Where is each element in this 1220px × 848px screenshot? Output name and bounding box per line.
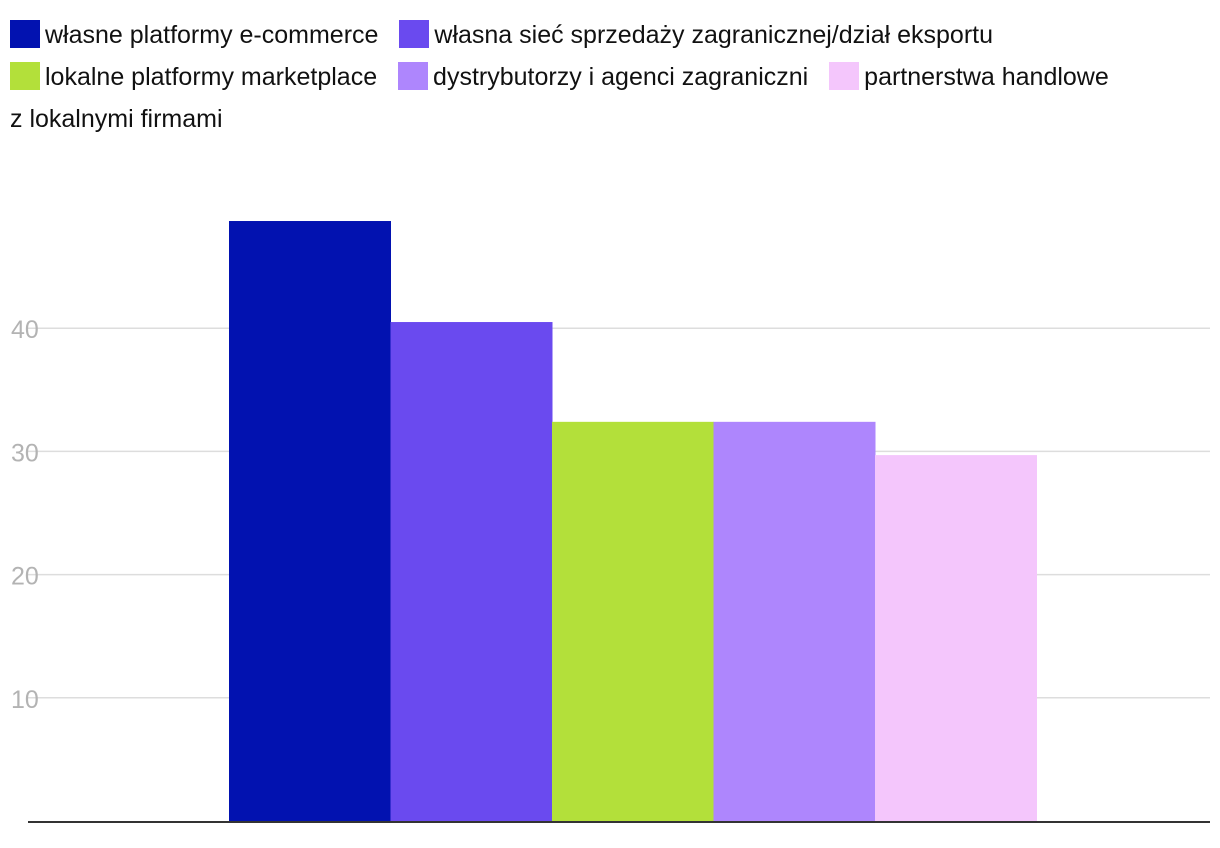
bar (229, 221, 391, 822)
legend-item: partnerstwa handlowe z lokalnymi firmami (10, 62, 1109, 133)
bar (552, 421, 714, 821)
legend-label: lokalne platformy marketplace (45, 63, 378, 91)
y-tick-label: 40 (11, 316, 39, 344)
y-tick-label: 30 (11, 439, 39, 467)
legend-item: dystrybutorzy i agenci zagraniczni (398, 62, 809, 91)
legend-swatch (10, 20, 40, 48)
legend-label: partnerstwa handlowe z lokalnymi firmami (10, 63, 1109, 133)
legend-label: dystrybutorzy i agenci zagraniczni (433, 63, 809, 91)
legend-swatch (398, 62, 429, 90)
legend-swatch (10, 62, 40, 90)
legend-label: własna sieć sprzedaży zagranicznej/dział… (434, 21, 993, 49)
chart-legend: własne platformy e-commerce własna sieć … (10, 14, 1115, 140)
y-tick-label: 20 (11, 563, 39, 591)
legend-label: własne platformy e-commerce (45, 21, 379, 49)
legend-swatch (399, 20, 430, 48)
bar (713, 421, 876, 821)
legend-item: własne platformy e-commerce (10, 20, 379, 49)
y-tick-label: 10 (11, 686, 39, 714)
bar (875, 455, 1037, 821)
legend-item: własna sieć sprzedaży zagranicznej/dział… (399, 20, 993, 49)
bar (390, 322, 553, 821)
legend-item: lokalne platformy marketplace (10, 62, 378, 91)
legend-swatch (829, 62, 860, 90)
